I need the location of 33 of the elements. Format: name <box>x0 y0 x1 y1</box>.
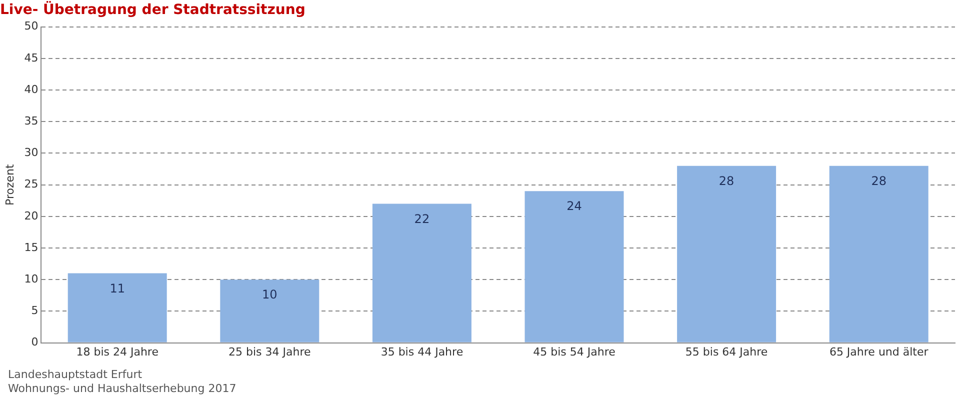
bar <box>829 166 928 342</box>
bar <box>524 191 624 342</box>
x-tick-label: 25 bis 34 Jahre <box>228 345 312 358</box>
bar <box>677 166 776 342</box>
y-tick-label: 40 <box>24 82 38 96</box>
data-label: 28 <box>718 174 734 188</box>
y-tick-label: 25 <box>24 178 38 191</box>
x-tick-label: 35 bis 44 Jahre <box>380 345 464 358</box>
y-tick-label: 45 <box>24 51 38 64</box>
y-tick-label: 20 <box>24 209 38 222</box>
bar <box>372 204 472 342</box>
y-tick-label: 50 <box>24 20 38 33</box>
y-tick-label: 35 <box>24 114 38 128</box>
y-tick-label: 15 <box>24 240 38 254</box>
data-label: 28 <box>871 174 886 188</box>
y-tick-label: 10 <box>24 272 38 286</box>
data-label: 24 <box>566 199 582 214</box>
x-tick-label: 45 bis 54 Jahre <box>533 345 616 358</box>
y-tick-label: 0 <box>31 336 38 349</box>
x-tick-label: 65 Jahre und älter <box>829 345 929 358</box>
data-label: 10 <box>262 288 278 302</box>
bar <box>68 273 167 342</box>
text: Wohnungs- und Haushaltserhebung 2017 <box>8 382 236 395</box>
y-axis-title: Prozent <box>3 163 16 206</box>
y-tick-label: 30 <box>24 146 38 160</box>
chart-title: Live- Übetragung der Stadtratssitzung <box>0 1 306 18</box>
text: Landeshauptstadt Erfurt <box>8 368 143 381</box>
x-tick-label: 55 bis 64 Jahre <box>685 345 768 358</box>
y-tick-label: 5 <box>31 304 38 318</box>
data-label: 22 <box>414 212 430 226</box>
data-label: 11 <box>110 281 125 296</box>
x-tick-label: 18 bis 24 Jahre <box>76 345 159 358</box>
bar <box>220 280 320 342</box>
